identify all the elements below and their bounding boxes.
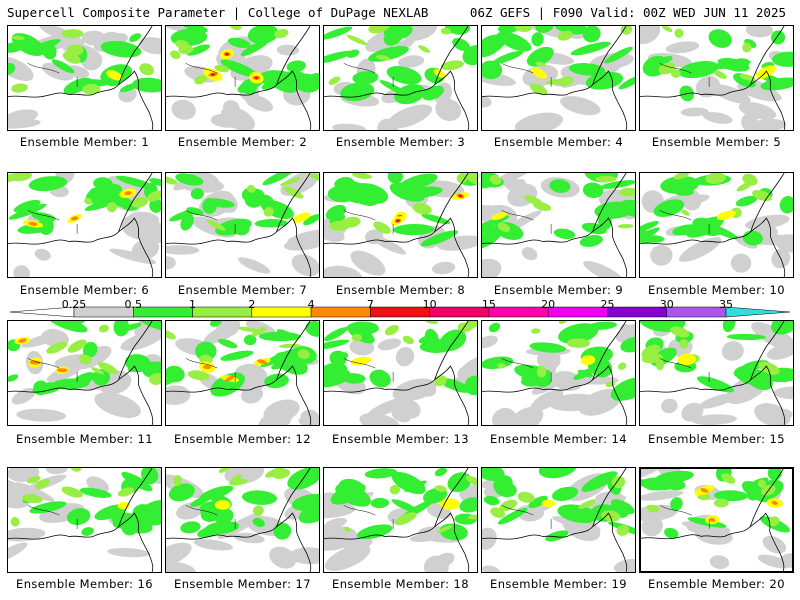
ensemble-member-map — [481, 467, 636, 573]
color-legend — [10, 306, 790, 318]
ensemble-member-map — [481, 320, 636, 426]
legend-tick-label: 35 — [719, 298, 733, 311]
legend-swatch — [370, 306, 430, 318]
ensemble-member-label: Ensemble Member: 8 — [335, 283, 466, 297]
ensemble-member-map — [639, 320, 794, 426]
legend-tick-label: 0.5 — [124, 298, 143, 311]
run-valid-time: 06Z GEFS | F090 Valid: 00Z WED JUN 11 20… — [469, 5, 786, 20]
ensemble-member-label: Ensemble Member: 13 — [332, 432, 469, 446]
legend-tick-label: 1 — [189, 298, 197, 311]
ensemble-member-map — [481, 25, 636, 131]
ensemble-member-label: Ensemble Member: 16 — [16, 577, 153, 591]
ensemble-member-label: Ensemble Member: 7 — [177, 283, 308, 297]
legend-tick-label: 7 — [366, 298, 374, 311]
ensemble-member-label: Ensemble Member: 2 — [177, 135, 308, 149]
ensemble-member-label: Ensemble Member: 9 — [493, 283, 624, 297]
legend-swatch — [666, 306, 727, 318]
ensemble-member-label: Ensemble Member: 6 — [19, 283, 150, 297]
ensemble-member-map — [323, 320, 478, 426]
ensemble-member-label: Ensemble Member: 5 — [651, 135, 782, 149]
legend-swatch — [133, 306, 193, 318]
legend-tick-label: 0.25 — [61, 298, 87, 311]
ensemble-member-label: Ensemble Member: 17 — [174, 577, 311, 591]
legend-swatch — [192, 306, 253, 318]
legend-tick-label: 2 — [248, 298, 256, 311]
ensemble-member-label: Ensemble Member: 20 — [648, 577, 785, 591]
ensemble-member-map — [165, 467, 320, 573]
ensemble-member-label: Ensemble Member: 4 — [493, 135, 624, 149]
legend-swatch — [251, 306, 312, 318]
ensemble-member-label: Ensemble Member: 3 — [335, 135, 466, 149]
ensemble-member-label: Ensemble Member: 15 — [648, 432, 785, 446]
ensemble-member-label: Ensemble Member: 14 — [490, 432, 627, 446]
legend-swatch — [547, 306, 608, 318]
legend-tick-label: 30 — [659, 298, 674, 311]
ensemble-member-map — [7, 25, 162, 131]
ensemble-member-map — [323, 25, 478, 131]
ensemble-member-map — [165, 320, 320, 426]
legend-tick-label: 10 — [422, 298, 437, 311]
ensemble-member-label: Ensemble Member: 18 — [332, 577, 469, 591]
ensemble-member-label: Ensemble Member: 12 — [174, 432, 311, 446]
ensemble-member-label: Ensemble Member: 10 — [648, 283, 785, 297]
legend-swatch — [607, 306, 667, 318]
legend-tick-label: 20 — [541, 298, 556, 311]
ensemble-member-map — [7, 172, 162, 278]
legend-swatch — [488, 306, 549, 318]
legend-tick-label: 25 — [600, 298, 615, 311]
ensemble-member-map — [323, 172, 478, 278]
ensemble-member-map — [639, 172, 794, 278]
legend-above-arrow — [725, 306, 790, 318]
ensemble-member-map — [639, 25, 794, 131]
legend-tick-label: 15 — [481, 298, 496, 311]
map-title: Supercell Composite Parameter | College … — [7, 5, 429, 20]
ensemble-member-label: Ensemble Member: 19 — [490, 577, 627, 591]
legend-swatch — [429, 306, 490, 318]
legend-swatch — [310, 306, 371, 318]
ensemble-member-map — [323, 467, 478, 573]
legend-tick-label: 4 — [307, 298, 315, 311]
ensemble-member-map — [165, 25, 320, 131]
ensemble-member-label: Ensemble Member: 1 — [19, 135, 150, 149]
ensemble-member-map — [639, 467, 794, 573]
ensemble-member-map — [7, 467, 162, 573]
ensemble-member-map — [7, 320, 162, 426]
ensemble-member-map — [481, 172, 636, 278]
ensemble-member-map — [165, 172, 320, 278]
ensemble-member-label: Ensemble Member: 11 — [16, 432, 153, 446]
